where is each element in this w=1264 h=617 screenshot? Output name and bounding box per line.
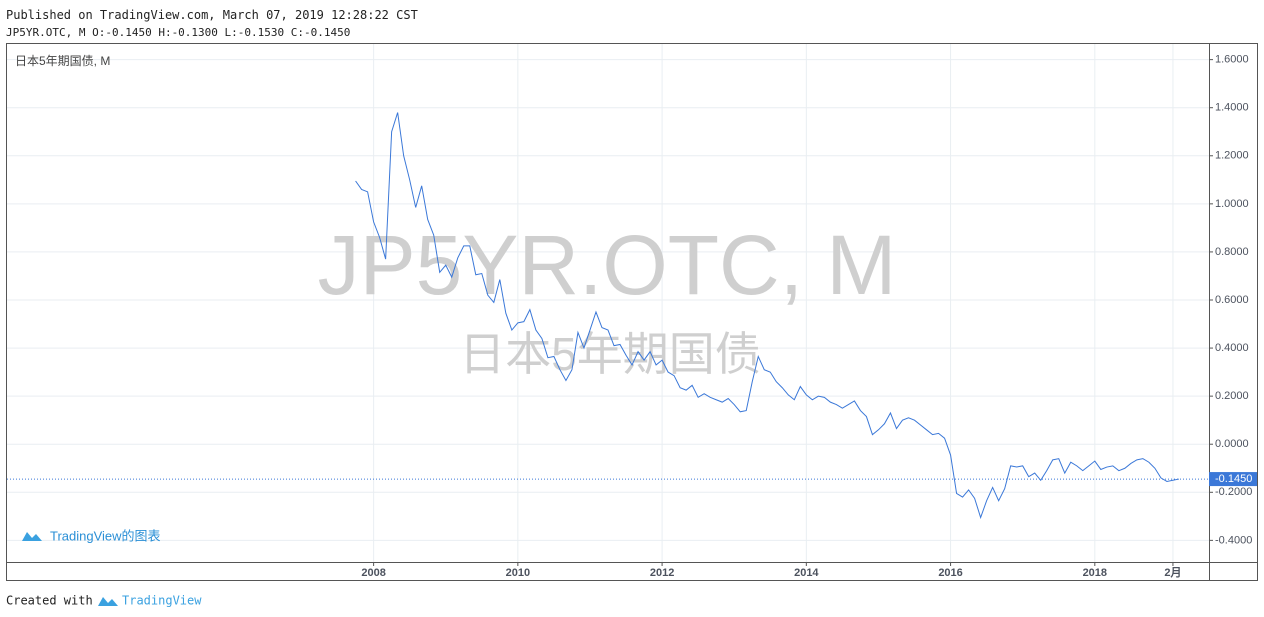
- y-tick-label: -0.2000: [1215, 486, 1252, 498]
- watermark: JP5YR.OTC, M: [318, 218, 897, 312]
- footer-icon: [98, 597, 118, 606]
- chart-frame: [6, 43, 1258, 581]
- y-tick-label: 0.6000: [1215, 294, 1249, 306]
- y-tick-label: 1.4000: [1215, 102, 1249, 114]
- y-tick-label: 1.0000: [1215, 198, 1249, 210]
- x-tick-label: 2月: [1164, 566, 1181, 579]
- last-price-label: -0.1450: [1215, 473, 1252, 485]
- y-tick-label: -0.4000: [1215, 534, 1252, 546]
- y-tick-label: 0.2000: [1215, 390, 1249, 402]
- x-tick-label: 2016: [938, 567, 962, 579]
- watermark-subtitle: 日本5年期国债: [459, 328, 761, 380]
- y-tick-label: 1.2000: [1215, 150, 1249, 162]
- price-line: [355, 112, 1180, 520]
- y-tick-label: 0.4000: [1215, 342, 1249, 354]
- x-tick-label: 2010: [506, 567, 530, 579]
- pane-label: 日本5年期国债, M: [15, 54, 110, 68]
- y-tick-label: 0.8000: [1215, 246, 1249, 258]
- published-line: Published on TradingView.com, March 07, …: [6, 8, 418, 22]
- x-tick-label: 2012: [650, 567, 674, 579]
- x-tick-label: 2018: [1083, 567, 1107, 579]
- logo[interactable]: TradingView的图表: [22, 528, 161, 543]
- last-price-tag: [1209, 472, 1257, 487]
- footer-brand[interactable]: TradingView: [122, 594, 202, 608]
- footer-prefix: Created with: [6, 594, 93, 608]
- x-tick-label: 2008: [361, 567, 385, 579]
- logo-icon: [22, 532, 42, 541]
- logo-text[interactable]: TradingView的图表: [50, 528, 161, 543]
- y-tick-label: 0.0000: [1215, 438, 1249, 450]
- y-tick-label: 1.6000: [1215, 54, 1249, 66]
- ohlc-line: JP5YR.OTC, M O:-0.1450 H:-0.1300 L:-0.15…: [6, 26, 350, 39]
- x-tick-label: 2014: [794, 567, 819, 579]
